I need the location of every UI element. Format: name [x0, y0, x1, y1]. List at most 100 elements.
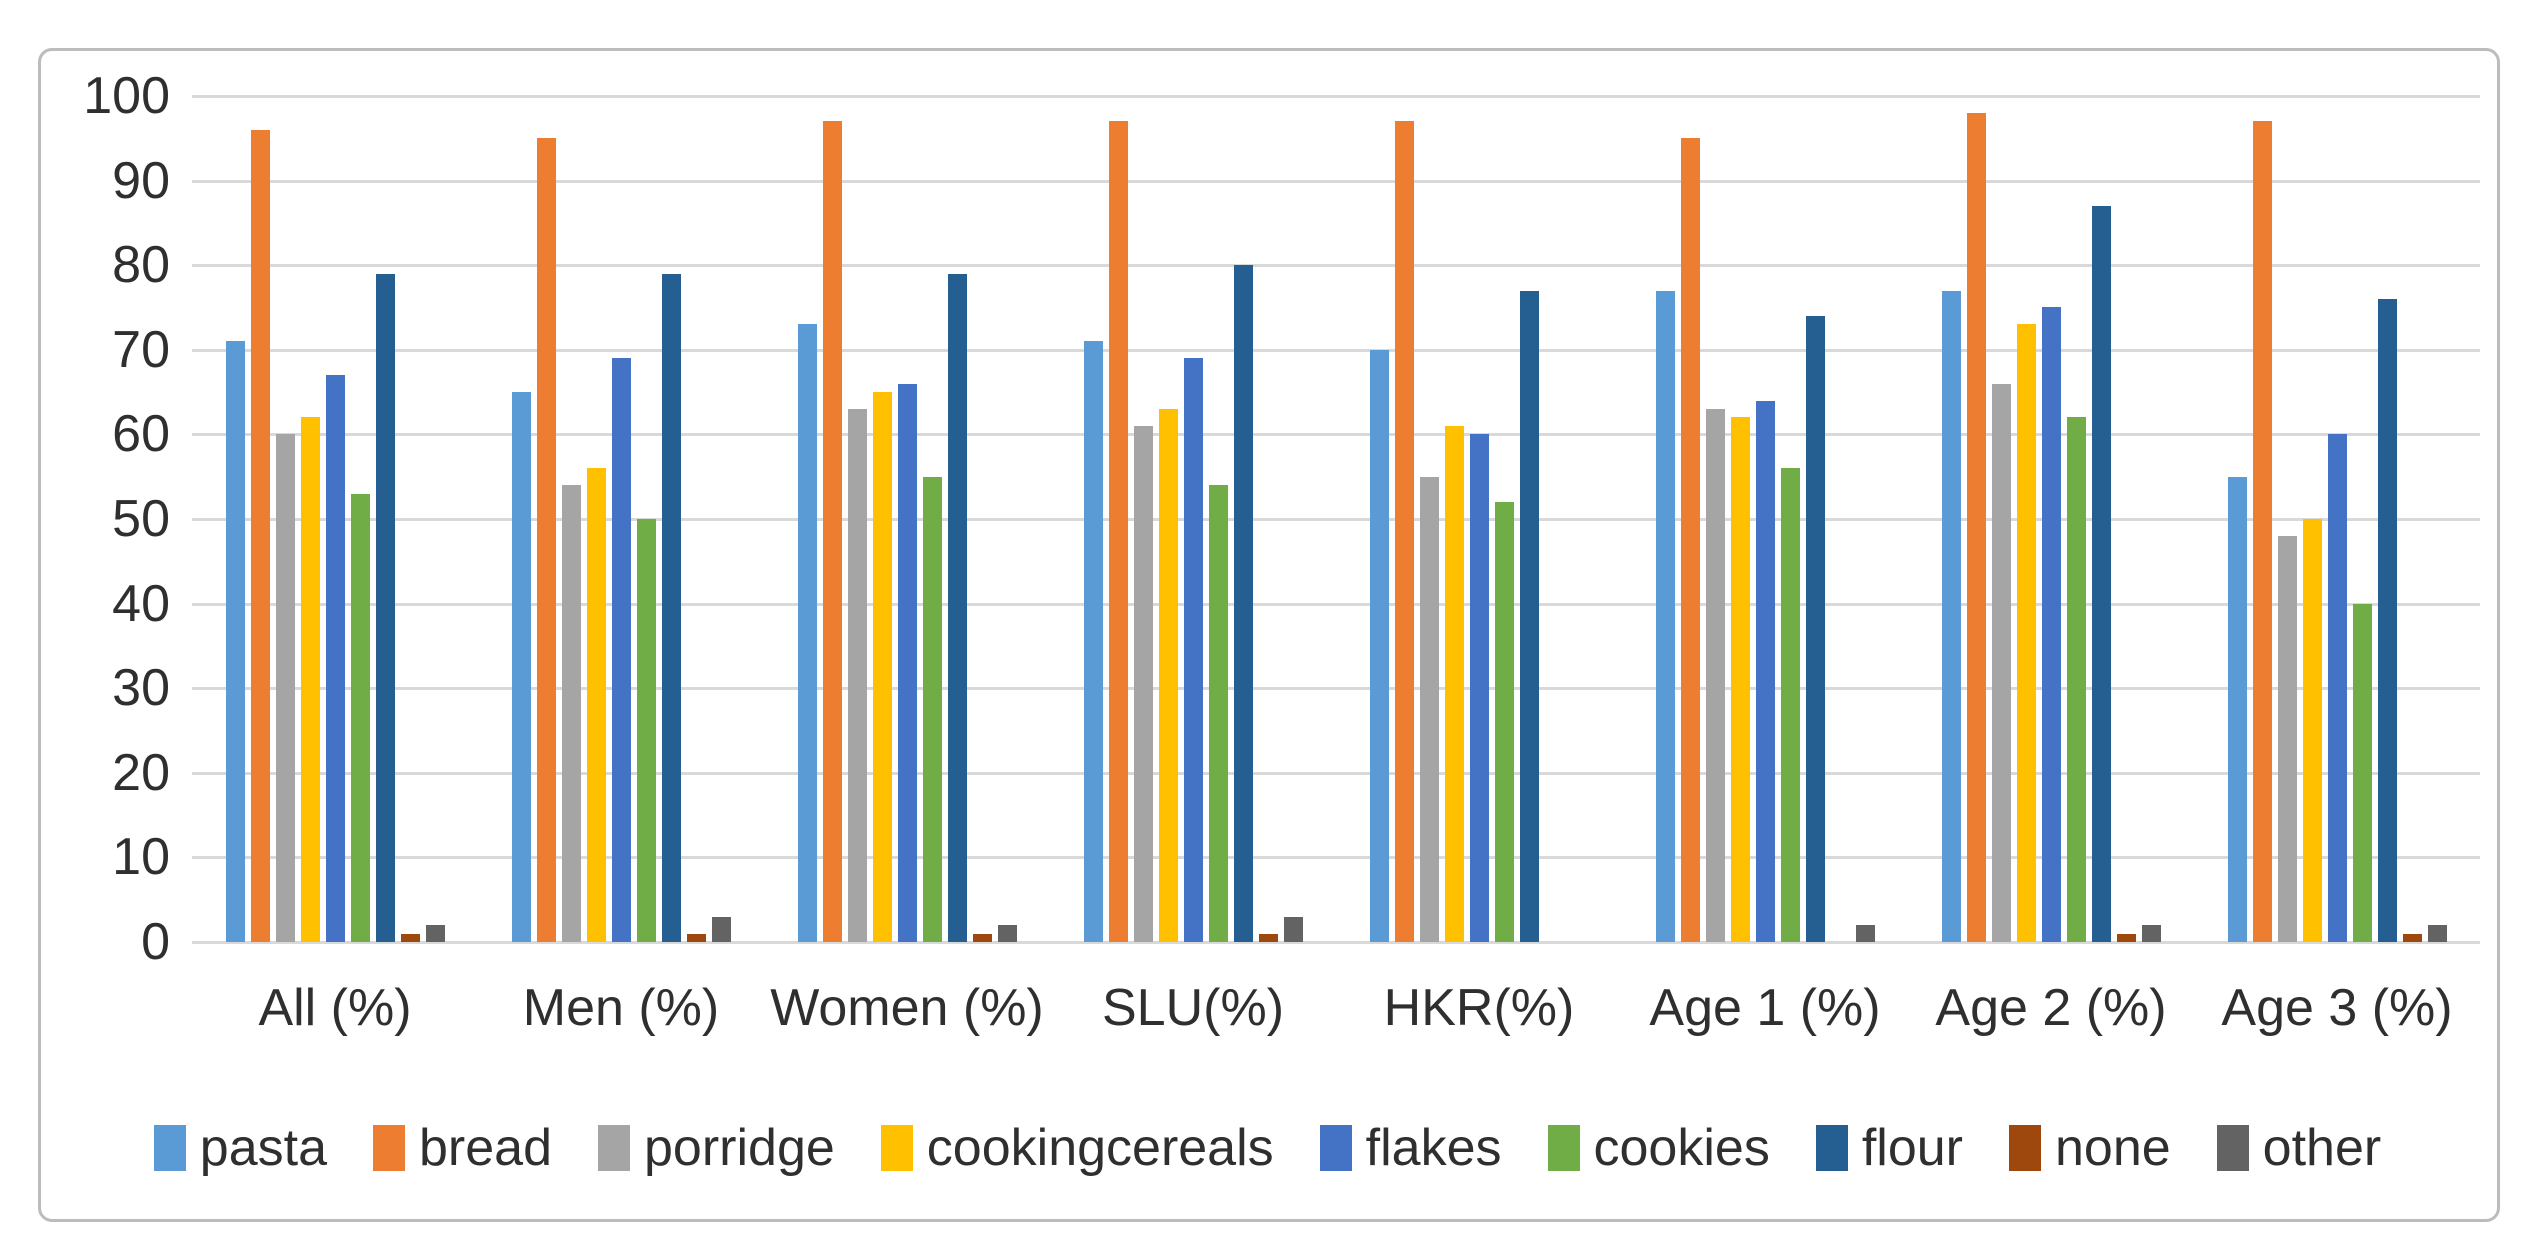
legend-swatch-bread	[373, 1125, 405, 1171]
gridline-10	[192, 856, 2480, 860]
legend-item-cookies: cookies	[1547, 1118, 1770, 1178]
bar-flour	[661, 274, 681, 942]
bar-none	[400, 934, 420, 942]
bar-flakes	[2041, 307, 2061, 942]
legend-swatch-none	[2008, 1125, 2041, 1171]
bar-flour	[947, 274, 967, 942]
x-axis-label: Age 2 (%)	[1935, 979, 2167, 1037]
gridline-50	[192, 518, 2480, 521]
bar-pasta	[2227, 477, 2247, 942]
y-tick-label-10: 10	[112, 828, 170, 887]
gridline-40	[192, 602, 2480, 606]
y-tick-label-40: 40	[112, 574, 170, 633]
bar-other	[711, 917, 731, 942]
gridline-70	[192, 348, 2480, 352]
bar-none	[972, 934, 992, 942]
x-axis-label: HKR(%)	[1383, 979, 1575, 1037]
legend-item-none: none	[2008, 1118, 2171, 1178]
y-tick-label-0: 0	[141, 913, 170, 971]
bar-cookingcereals	[1730, 417, 1750, 942]
legend: pasta bread porridge cookingcereals flakes co…	[60, 1118, 2475, 1178]
bar-flakes	[1183, 358, 1203, 942]
y-tick-label-90: 90	[112, 151, 170, 210]
y-tick-label-50: 50	[112, 490, 170, 548]
bar-bread	[250, 130, 270, 942]
bar-flakes	[1469, 434, 1489, 942]
legend-label: bread	[419, 1119, 552, 1177]
legend-item-pasta: pasta	[153, 1118, 327, 1178]
y-tick-label-20: 20	[112, 743, 170, 802]
chart-border-frame	[38, 48, 2500, 1222]
bar-group-all	[192, 96, 478, 942]
gridline-80	[192, 264, 2480, 268]
bar-group-age-3	[2194, 96, 2480, 942]
x-axis-label: Age 1 (%)	[1649, 979, 1881, 1037]
bar-bread	[822, 121, 842, 942]
bar-cookies	[350, 494, 370, 942]
legend-label: pasta	[199, 1119, 327, 1177]
bar-other	[997, 925, 1017, 942]
legend-swatch-other	[2216, 1125, 2249, 1171]
bar-group-men	[478, 96, 764, 942]
x-axis: All (%) Men (%) Women (%) SLU(%) HKR(%) Age 1…	[192, 978, 2480, 1038]
legend-label: porridge	[644, 1119, 835, 1177]
bar-none	[686, 934, 706, 942]
bar-flakes	[325, 375, 345, 942]
legend-label: none	[2054, 1119, 2171, 1177]
bar-pasta	[225, 341, 245, 942]
bar-group-women	[764, 96, 1050, 942]
bar-cookingcereals	[2302, 519, 2322, 942]
bar-flour	[2091, 206, 2111, 942]
legend-swatch-porridge	[598, 1125, 630, 1171]
y-axis: 100 90 80 70 60 50 40 30 20 10 0	[55, 70, 170, 968]
y-tick-label-30: 30	[112, 659, 170, 718]
bar-none	[2402, 934, 2422, 942]
legend-swatch-cookingcereals	[880, 1125, 913, 1171]
bar-pasta	[1083, 341, 1103, 942]
bar-porridge	[1991, 384, 2011, 942]
bar-cookingcereals	[1158, 409, 1178, 942]
bar-porridge	[1419, 477, 1439, 942]
bar-cookies	[1780, 468, 1800, 942]
bar-cookies	[2352, 604, 2372, 942]
bar-cookies	[636, 519, 656, 942]
x-axis-label: Women (%)	[770, 979, 1044, 1037]
bar-group-age-1	[1622, 96, 1908, 942]
bar-group-hkr	[1336, 96, 1622, 942]
bar-other	[1855, 925, 1875, 942]
legend-swatch-cookies	[1547, 1125, 1580, 1171]
gridline-0	[192, 941, 2480, 944]
legend-label: flour	[1861, 1119, 1963, 1177]
legend-swatch-flour	[1815, 1125, 1848, 1171]
y-tick-label-100: 100	[83, 67, 170, 125]
legend-item-other: other	[2216, 1118, 2381, 1178]
bar-none	[2116, 934, 2136, 942]
bar-flakes	[2327, 434, 2347, 942]
plot-area	[192, 95, 2480, 944]
gridline-20	[192, 771, 2480, 775]
bar-bread	[1108, 121, 1128, 942]
bar-cookingcereals	[2016, 324, 2036, 942]
bar-bread	[1966, 113, 1986, 942]
bar-group-age-2	[1908, 96, 2194, 942]
y-tick-label-70: 70	[112, 320, 170, 379]
bar-porridge	[561, 485, 581, 942]
bar-cookies	[2066, 417, 2086, 942]
bar-other	[425, 925, 445, 942]
bar-cookies	[1208, 485, 1228, 942]
x-axis-label: All (%)	[258, 979, 412, 1037]
bar-bread	[1394, 121, 1414, 942]
bar-porridge	[2277, 536, 2297, 942]
bar-flakes	[1755, 401, 1775, 942]
x-axis-label: Age 3 (%)	[2221, 979, 2453, 1037]
bar-porridge	[847, 409, 867, 942]
bar-cookingcereals	[586, 468, 606, 942]
bar-porridge	[1133, 426, 1153, 942]
bar-pasta	[1369, 350, 1389, 942]
bar-cookies	[1494, 502, 1514, 942]
legend-swatch-flakes	[1319, 1125, 1352, 1171]
bar-porridge	[275, 434, 295, 942]
legend-item-flakes: flakes	[1319, 1118, 1502, 1178]
bar-cookingcereals	[1444, 426, 1464, 942]
